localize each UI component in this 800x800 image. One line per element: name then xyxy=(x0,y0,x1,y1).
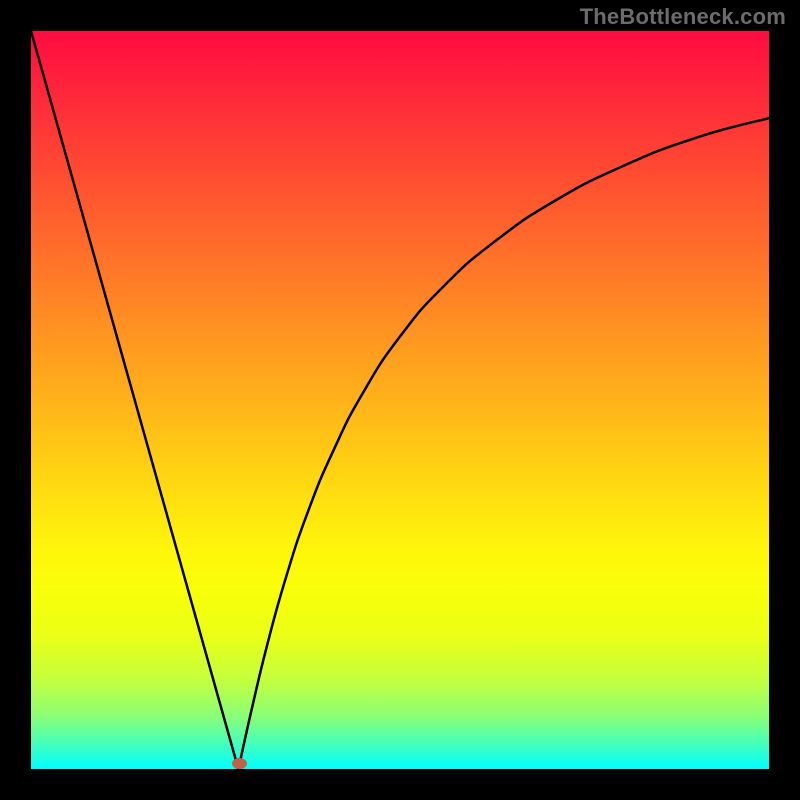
bottleneck-curve xyxy=(31,31,769,769)
chart-container: TheBottleneck.com xyxy=(0,0,800,800)
watermark-text: TheBottleneck.com xyxy=(580,4,786,30)
plot-area xyxy=(31,31,769,769)
